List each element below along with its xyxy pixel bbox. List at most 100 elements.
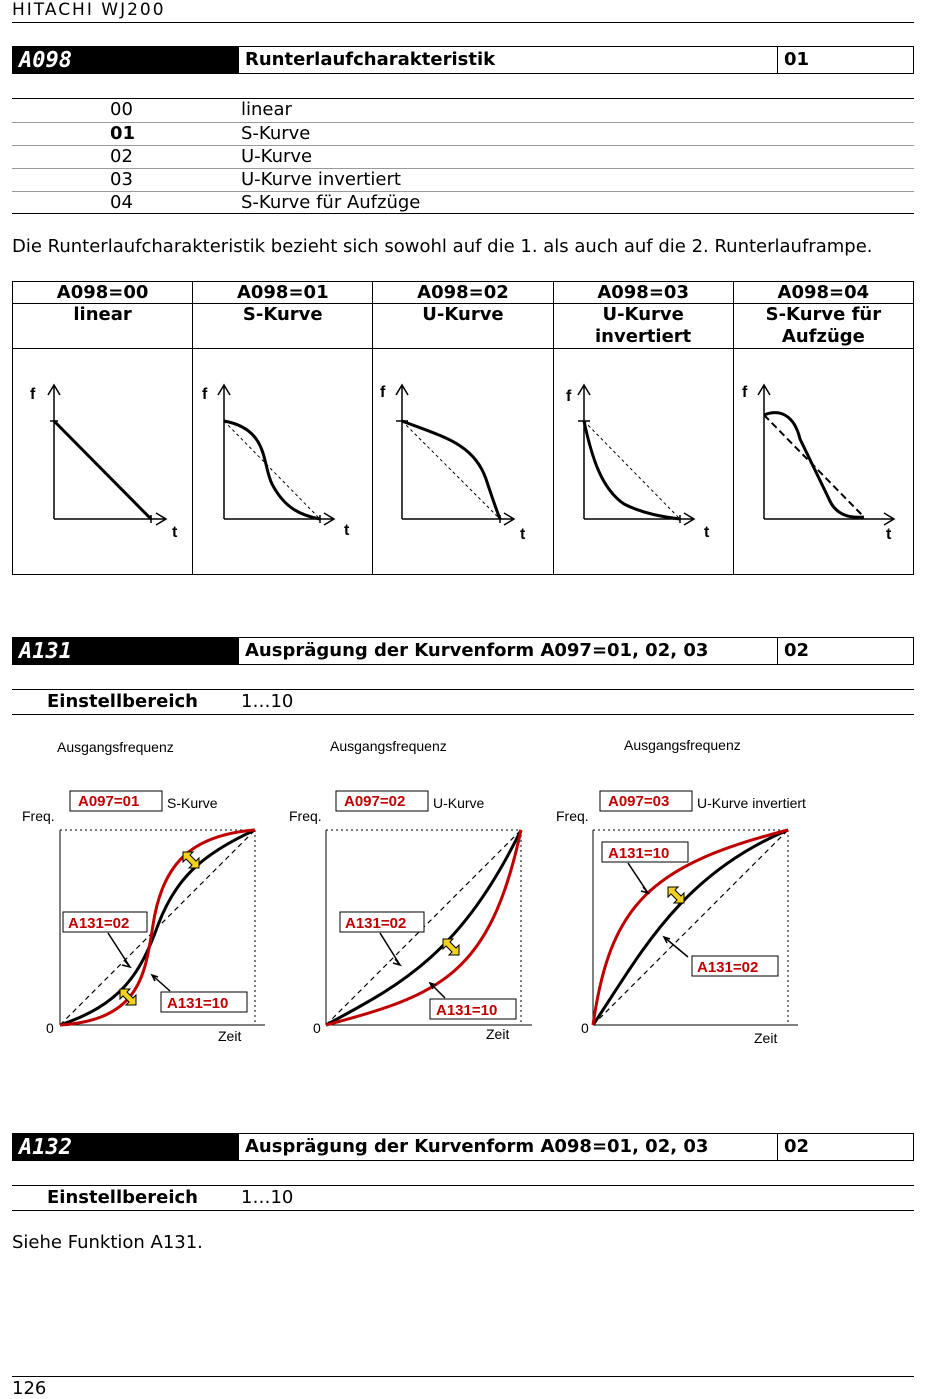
param-bar-a098: A098 Runterlaufcharakteristik 01 — [12, 46, 914, 74]
a131-curve-graphs: Ausgangsfrequenz A097=01 S-Kurve Freq. 0… — [22, 737, 806, 1046]
tag-label: A097=02 — [344, 793, 405, 810]
option-number: 00 — [110, 99, 133, 120]
column-code: A098=04 — [732, 281, 915, 304]
tag-label: A097=01 — [78, 793, 139, 810]
column-code: A098=01 — [192, 281, 374, 304]
param-default: 02 — [784, 1136, 810, 1157]
option-label: S-Kurve — [241, 123, 311, 144]
axis-f-label: f — [30, 386, 36, 403]
param-default: 02 — [784, 640, 810, 661]
column-name: S-Kurve für Aufzüge — [732, 303, 915, 349]
manual-header: HITACHI WJ200 — [12, 0, 166, 20]
range-row-a132: Einstellbereich 1…10 — [12, 1185, 914, 1211]
list-item: 04 S-Kurve für Aufzüge — [12, 191, 914, 215]
curve-comparison-table: A098=00 A098=01 A098=02 A098=03 A098=04 … — [11, 281, 915, 575]
param-code: A098 — [13, 47, 239, 73]
param-title: Ausprägung der Kurvenform A098=01, 02, 0… — [239, 1134, 778, 1160]
option-label: S-Kurve für Aufzüge — [241, 192, 421, 213]
option-number: 03 — [110, 169, 133, 190]
list-item: 02 U-Kurve — [12, 145, 914, 169]
low-label: A131=02 — [345, 915, 406, 932]
high-label: A131=10 — [167, 995, 228, 1012]
range-label: Einstellbereich — [47, 691, 198, 712]
range-label: Einstellbereich — [47, 1187, 198, 1208]
y-axis-label: Freq. — [289, 808, 322, 824]
high-label: A131=10 — [436, 1002, 497, 1019]
option-number: 02 — [110, 146, 133, 167]
param-bar-a132: A132 Ausprägung der Kurvenform A098=01, … — [12, 1133, 914, 1161]
param-title: Ausprägung der Kurvenform A097=01, 02, 0… — [239, 638, 778, 664]
note: Siehe Funktion A131. — [12, 1232, 203, 1253]
tag-box — [69, 790, 163, 812]
column-name: linear — [11, 303, 194, 349]
axis-t-label: t — [172, 524, 178, 541]
u-curve-graph: f t — [380, 383, 526, 543]
param-bar-a131: A131 Ausprägung der Kurvenform A097=01, … — [12, 637, 914, 665]
axis-t-label: t — [344, 522, 350, 539]
tag-label: A097=03 — [608, 793, 669, 810]
option-label: U-Kurve — [241, 146, 313, 167]
axis-f-label: f — [202, 386, 208, 403]
graph-cell-u-curve: f t — [372, 348, 554, 575]
param-title: Runterlaufcharakteristik — [239, 47, 778, 73]
graph-cell-s-elevator: f t — [732, 348, 915, 575]
x-axis-label: Zeit — [486, 1026, 509, 1042]
column-code: A098=00 — [11, 281, 194, 304]
column-name: U-Kurve — [372, 303, 554, 349]
curve-name: U-Kurve invertiert — [697, 795, 806, 811]
tag-box — [335, 790, 429, 812]
range-value: 1…10 — [241, 1187, 294, 1208]
curve-name: S-Kurve — [167, 795, 218, 811]
option-label: U-Kurve invertiert — [241, 169, 401, 190]
double-arrow-icon — [442, 938, 460, 956]
graph-heading: Ausgangsfrequenz — [330, 738, 447, 754]
options-top-rule — [12, 98, 914, 99]
origin-label: 0 — [313, 1020, 321, 1036]
list-item: 03 U-Kurve invertiert — [12, 168, 914, 192]
graph-heading: Ausgangsfrequenz — [57, 739, 174, 755]
x-axis-label: Zeit — [754, 1030, 777, 1046]
graph-s-curve: Ausgangsfrequenz A097=01 S-Kurve Freq. 0… — [22, 739, 265, 1044]
y-axis-label: Freq. — [556, 808, 589, 824]
s-elevator-graph: f t — [742, 383, 896, 543]
origin-label: 0 — [46, 1020, 54, 1036]
graph-u-curve: Ausgangsfrequenz A097=02 U-Kurve Freq. 0… — [289, 738, 532, 1042]
param-code: A132 — [13, 1134, 239, 1160]
double-arrow-icon — [119, 851, 200, 1006]
footer-rule — [12, 1376, 914, 1377]
param-default: 01 — [784, 49, 810, 70]
list-item: 00 linear — [12, 99, 914, 122]
graph-cell-u-inverted: f t — [552, 348, 734, 575]
graph-cell-linear: f t — [11, 348, 194, 575]
column-code: A098=03 — [552, 281, 734, 304]
option-number: 01 — [110, 123, 136, 144]
x-axis-label: Zeit — [218, 1028, 241, 1044]
option-number: 04 — [110, 192, 133, 213]
description: Die Runterlaufcharakteristik bezieht sic… — [12, 236, 873, 257]
option-label: linear — [241, 99, 292, 120]
graph-u-inverted: Ausgangsfrequenz A097=03 U-Kurve inverti… — [556, 737, 806, 1046]
column-name: U-Kurve invertiert — [552, 303, 734, 349]
axis-f-label: f — [566, 388, 572, 405]
header-rule — [12, 22, 914, 23]
low-label: A131=02 — [68, 915, 129, 932]
axis-t-label: t — [704, 524, 710, 541]
high-label: A131=10 — [608, 845, 669, 862]
param-code: A131 — [13, 638, 239, 664]
s-curve-graph: f t — [202, 383, 350, 539]
options-bottom-rule — [12, 213, 914, 214]
y-axis-label: Freq. — [22, 808, 55, 824]
range-row-a131: Einstellbereich 1…10 — [12, 689, 914, 715]
curve-name: U-Kurve — [433, 795, 485, 811]
double-arrow-icon — [667, 886, 685, 904]
column-name: S-Kurve — [192, 303, 374, 349]
axis-f-label: f — [380, 384, 386, 401]
graph-cell-s-curve: f t — [192, 348, 374, 575]
tag-box — [599, 790, 693, 812]
column-code: A098=02 — [372, 281, 554, 304]
axis-t-label: t — [520, 526, 526, 543]
axis-f-label: f — [742, 384, 748, 401]
linear-curve-graph: f t — [30, 383, 178, 541]
range-value: 1…10 — [241, 691, 294, 712]
low-label: A131=02 — [697, 959, 758, 976]
